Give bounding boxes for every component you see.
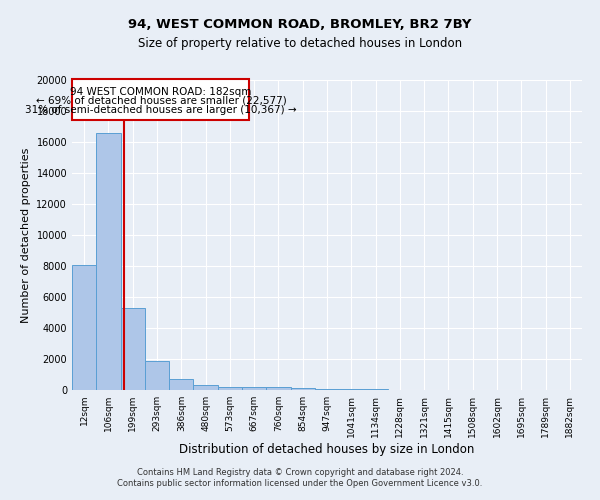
Bar <box>193 386 218 390</box>
Text: Size of property relative to detached houses in London: Size of property relative to detached ho… <box>138 38 462 51</box>
Bar <box>242 388 266 390</box>
Bar <box>315 389 339 390</box>
Text: ← 69% of detached houses are smaller (22,577): ← 69% of detached houses are smaller (22… <box>35 96 286 106</box>
Bar <box>266 388 290 390</box>
Bar <box>218 386 242 390</box>
Text: Contains HM Land Registry data © Crown copyright and database right 2024.
Contai: Contains HM Land Registry data © Crown c… <box>118 468 482 487</box>
Bar <box>145 362 169 390</box>
Bar <box>290 388 315 390</box>
X-axis label: Distribution of detached houses by size in London: Distribution of detached houses by size … <box>179 442 475 456</box>
FancyBboxPatch shape <box>73 79 249 120</box>
Text: 31% of semi-detached houses are larger (10,367) →: 31% of semi-detached houses are larger (… <box>25 106 296 116</box>
Text: 94 WEST COMMON ROAD: 182sqm: 94 WEST COMMON ROAD: 182sqm <box>70 86 251 97</box>
Bar <box>169 379 193 390</box>
Text: 94, WEST COMMON ROAD, BROMLEY, BR2 7BY: 94, WEST COMMON ROAD, BROMLEY, BR2 7BY <box>128 18 472 30</box>
Bar <box>339 389 364 390</box>
Bar <box>96 134 121 390</box>
Bar <box>72 265 96 390</box>
Y-axis label: Number of detached properties: Number of detached properties <box>21 148 31 322</box>
Bar <box>121 308 145 390</box>
